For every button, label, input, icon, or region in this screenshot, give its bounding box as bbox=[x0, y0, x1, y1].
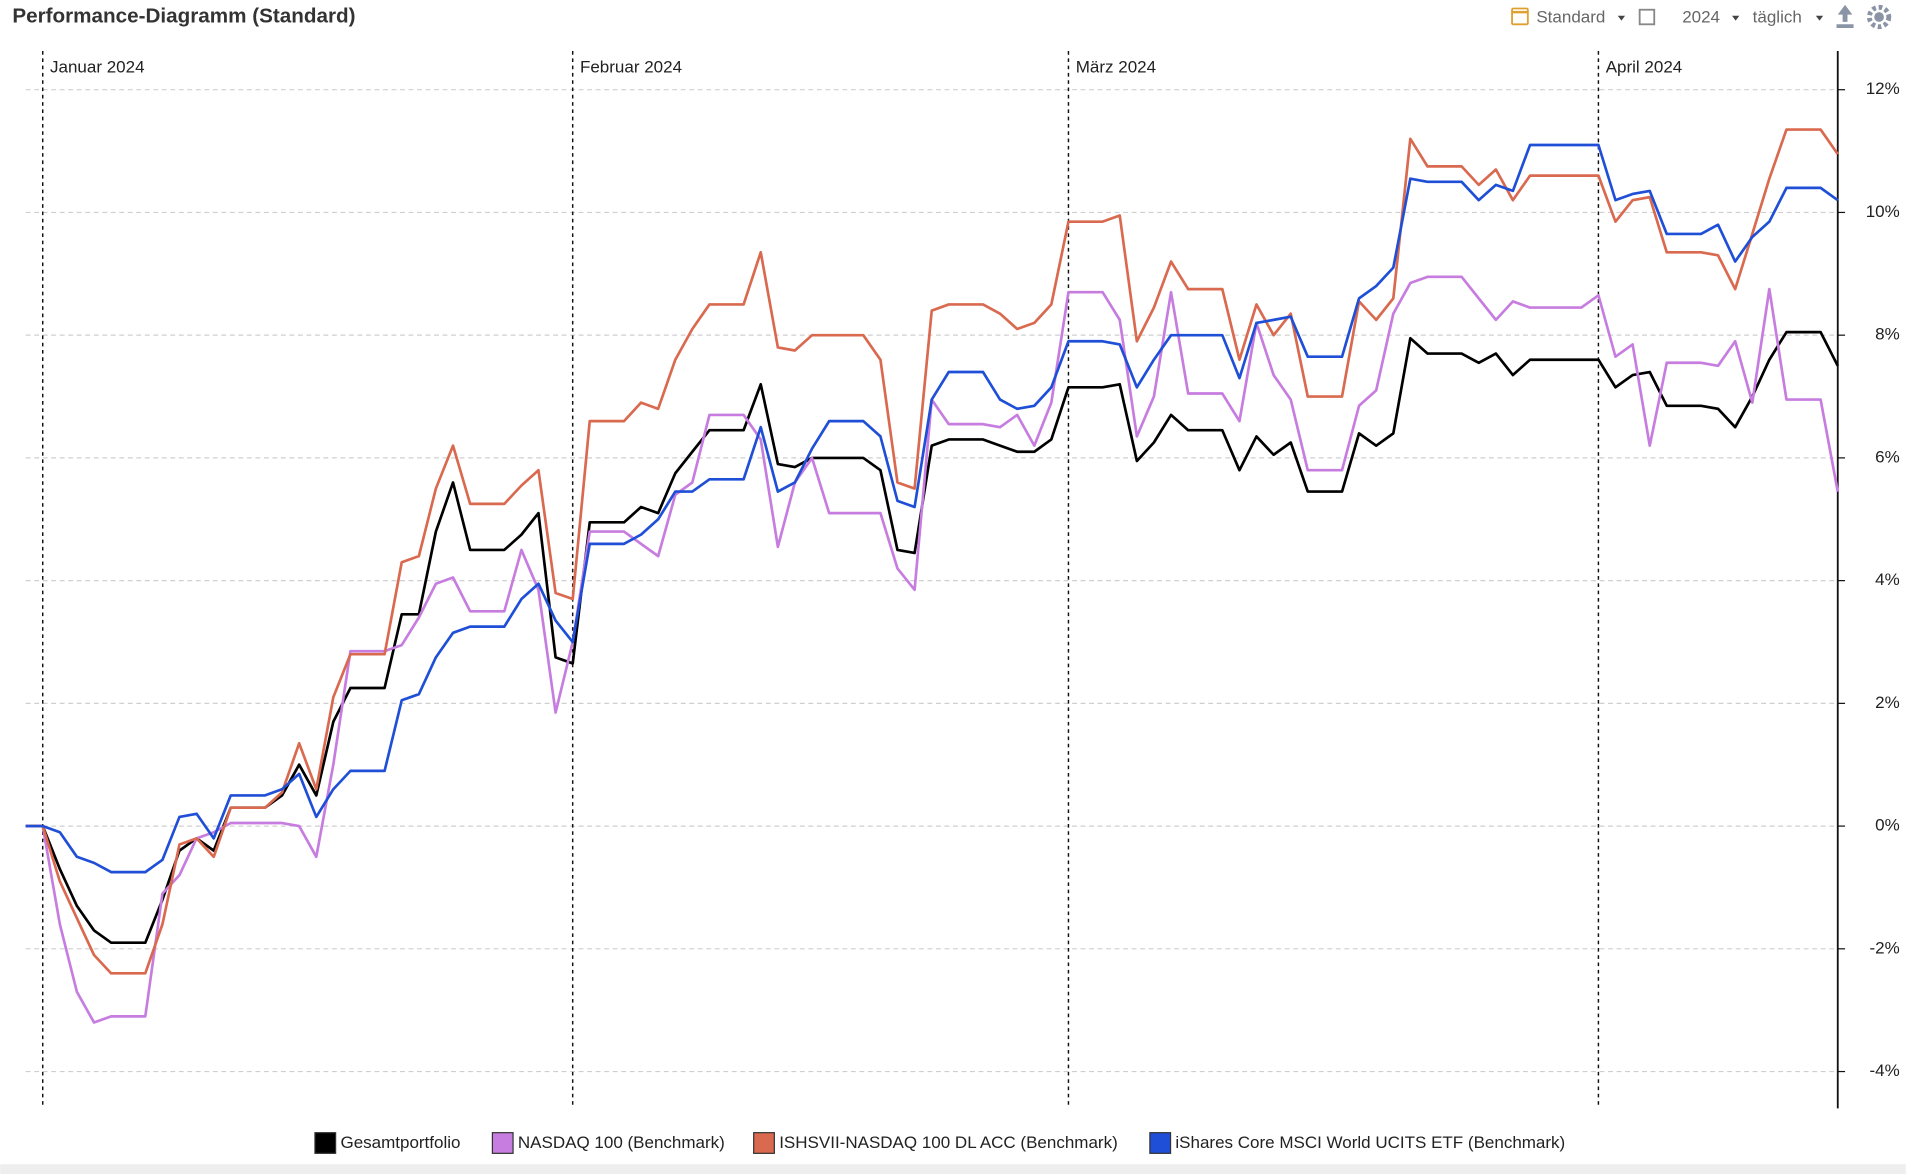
settings-icon-core bbox=[1874, 12, 1884, 22]
dropdown-arrow bbox=[1617, 15, 1626, 21]
export-icon[interactable] bbox=[1836, 4, 1854, 28]
x-tick-label: März 2024 bbox=[1076, 58, 1156, 77]
y-tick-label: 2% bbox=[1875, 693, 1900, 712]
dropdown-arrow bbox=[1815, 15, 1824, 21]
footer-strip bbox=[0, 1164, 1906, 1174]
series-line bbox=[25, 330, 1839, 945]
y-tick-label: 6% bbox=[1875, 447, 1900, 466]
settings-icon[interactable] bbox=[1866, 4, 1892, 30]
legend-item: Gesamtportfolio bbox=[314, 1132, 460, 1154]
y-tick-label: 10% bbox=[1866, 202, 1900, 221]
legend-swatch bbox=[1149, 1132, 1172, 1154]
legend-label: NASDAQ 100 (Benchmark) bbox=[518, 1133, 725, 1152]
series-line bbox=[25, 143, 1839, 874]
y-tick-label: 0% bbox=[1875, 816, 1900, 835]
legend-swatch bbox=[753, 1132, 775, 1154]
legend-item: ISHSVII-NASDAQ 100 DL ACC (Benchmark) bbox=[753, 1132, 1118, 1154]
legend-label: ISHSVII-NASDAQ 100 DL ACC (Benchmark) bbox=[779, 1133, 1118, 1152]
y-tick-label: 8% bbox=[1875, 325, 1900, 344]
x-tick-label: Februar 2024 bbox=[580, 58, 682, 77]
year-selector[interactable]: 2024 bbox=[1682, 8, 1720, 27]
toolbar: Standard 2024 täglich bbox=[1511, 4, 1892, 30]
x-tick-label: April 2024 bbox=[1606, 58, 1683, 77]
y-tick-label: -2% bbox=[1870, 938, 1900, 957]
view-selector[interactable]: Standard bbox=[1536, 8, 1605, 27]
legend-swatch bbox=[491, 1132, 514, 1154]
legend-swatch bbox=[314, 1132, 337, 1154]
legend-label: iShares Core MSCI World UCITS ETF (Bench… bbox=[1175, 1133, 1565, 1152]
chart-title: Performance-Diagramm (Standard) bbox=[12, 4, 355, 27]
y-tick-label: -4% bbox=[1870, 1061, 1900, 1080]
series-line bbox=[25, 275, 1840, 1024]
legend-item: NASDAQ 100 (Benchmark) bbox=[491, 1132, 725, 1154]
interval-selector[interactable]: täglich bbox=[1753, 8, 1802, 27]
compare-icon[interactable] bbox=[1638, 8, 1656, 26]
dropdown-arrow bbox=[1732, 15, 1740, 21]
calendar-icon[interactable] bbox=[1511, 7, 1529, 26]
legend-item: iShares Core MSCI World UCITS ETF (Bench… bbox=[1149, 1132, 1565, 1154]
x-tick-label: Januar 2024 bbox=[50, 58, 145, 77]
legend-label: Gesamtportfolio bbox=[340, 1133, 460, 1152]
y-tick-label: 12% bbox=[1866, 79, 1900, 98]
series-line bbox=[25, 128, 1839, 975]
y-tick-label: 4% bbox=[1875, 570, 1900, 589]
